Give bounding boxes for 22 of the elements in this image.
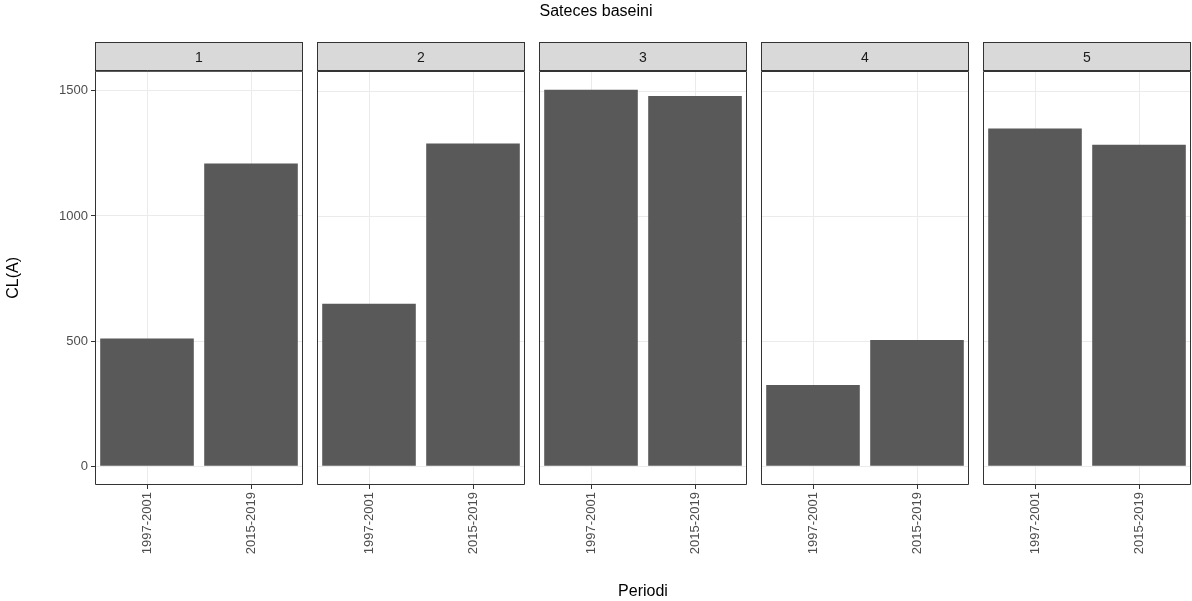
x-tick-label: 1997-2001 (1026, 492, 1042, 555)
y-tick-label: 1500 (59, 82, 88, 98)
chart-title: 4 (761, 42, 969, 71)
y-axis-title: CL(A) (4, 257, 22, 299)
y-tick-label: 1000 (59, 207, 88, 223)
x-tick-label: 1997-2001 (360, 492, 376, 555)
x-tick-label: 2015-2019 (908, 492, 924, 555)
x-tick-label: 2015-2019 (464, 492, 480, 555)
chart-title: 2 (317, 42, 525, 71)
y-tick-label: 500 (66, 332, 88, 348)
x-tick-label: 2015-2019 (1130, 492, 1146, 555)
chart-title: 1 (95, 42, 303, 71)
x-axis-title: Periodi (618, 581, 668, 599)
chart-title: 5 (983, 42, 1191, 71)
text: Sateces baseini (538, 2, 654, 20)
x-tick-label: 1997-2001 (582, 492, 598, 555)
x-tick-label: 1997-2001 (138, 492, 154, 555)
x-tick-label: 2015-2019 (686, 492, 702, 555)
x-tick-label: 2015-2019 (242, 492, 258, 555)
chart-title: 3 (539, 42, 747, 71)
y-tick-label: 0 (80, 457, 88, 473)
x-tick-label: 1997-2001 (804, 492, 820, 555)
